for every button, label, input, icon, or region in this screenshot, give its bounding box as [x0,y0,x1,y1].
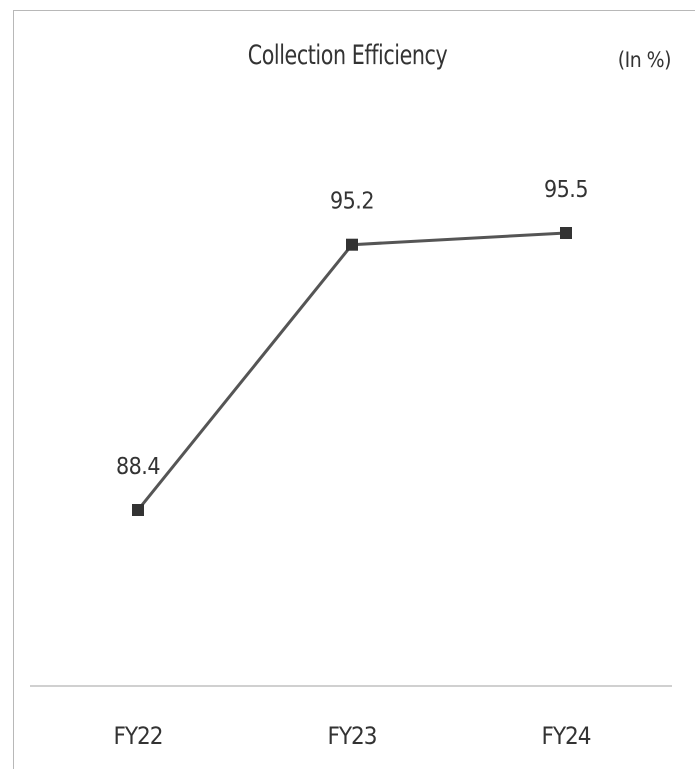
unit-label: (In %) [617,48,672,72]
x-tick-layer: FY22 FY23 FY24 [113,722,591,750]
x-tick-label-fy22: FY22 [113,722,162,750]
data-label-fy22: 88.4 [116,454,160,480]
data-label-layer: 88.4 95.2 95.5 [116,177,589,480]
data-label-fy23: 95.2 [330,189,374,215]
series-line-segment [136,243,354,511]
chart-frame [13,10,695,769]
chart-title: Collection Efficiency [247,40,448,71]
data-point-marker-fy22 [132,504,144,516]
data-label-fy24: 95.5 [544,177,588,203]
series-layer [132,227,572,516]
data-point-marker-fy24 [560,227,572,239]
x-tick-label-fy23: FY23 [327,722,376,750]
series-line-segment [351,231,567,247]
data-point-marker-fy23 [346,238,358,251]
x-tick-label-fy24: FY24 [541,722,590,750]
